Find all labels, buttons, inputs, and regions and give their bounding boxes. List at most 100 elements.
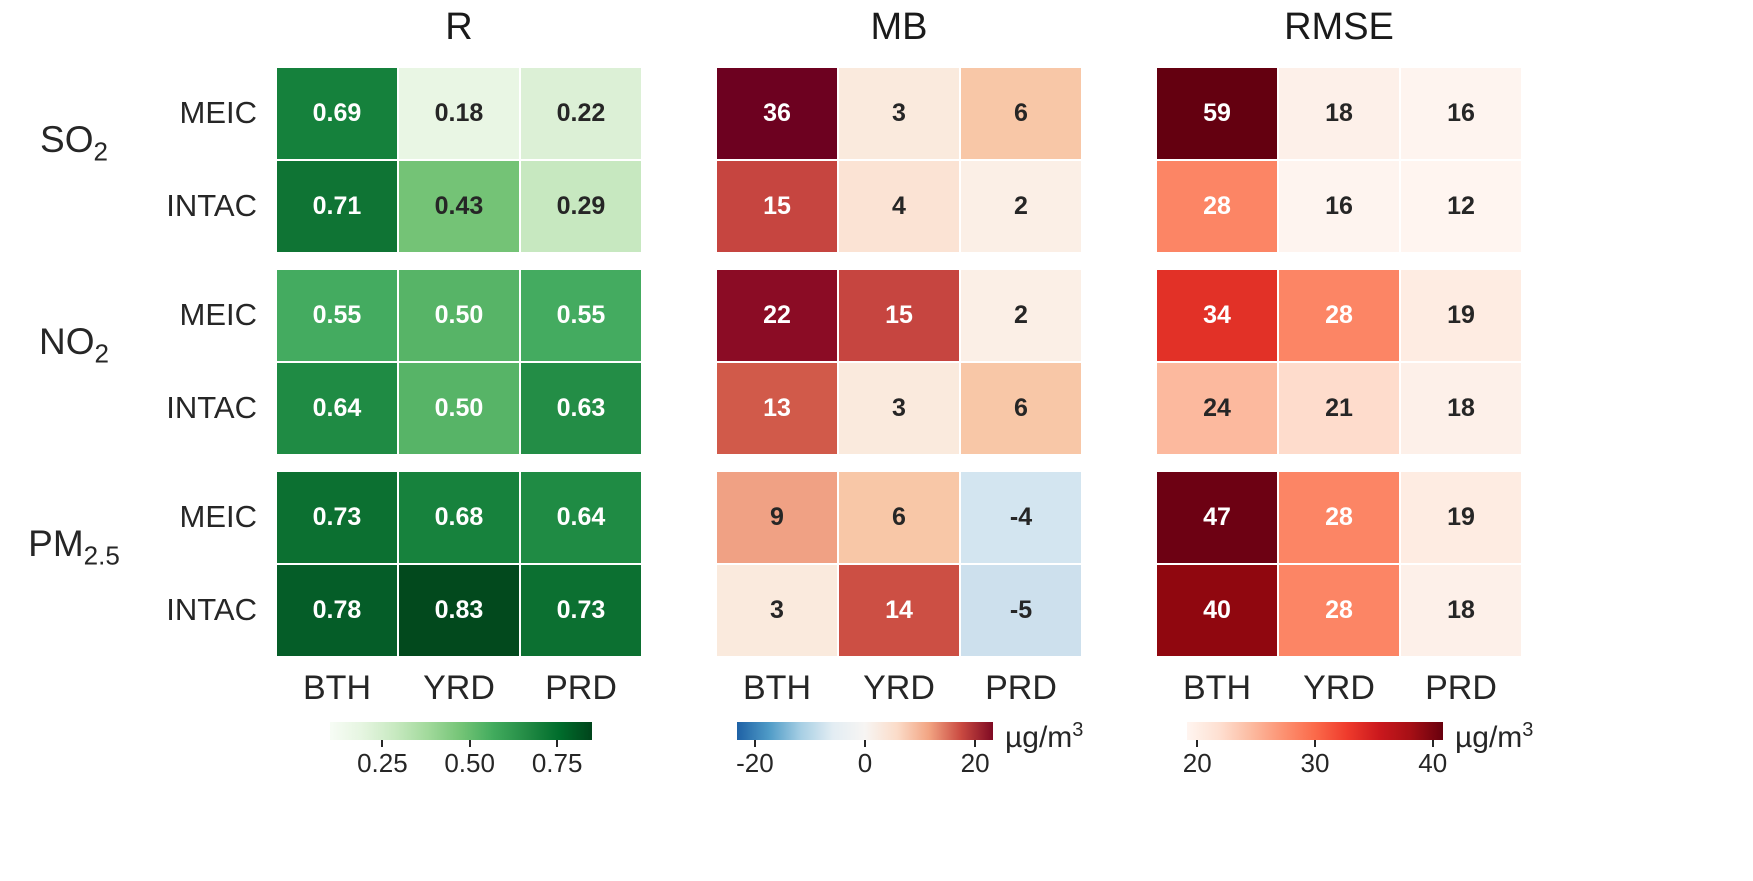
colorbar-tick-mark xyxy=(974,740,977,747)
heatmap-cell-r-no2-intac-prd: 0.63 xyxy=(521,363,641,454)
colorbar-r xyxy=(330,722,592,740)
colorbar-tick-mark xyxy=(1431,740,1434,747)
heatmap-cell-r-pm2.5-meic-prd: 0.64 xyxy=(521,472,641,563)
colorbar-tick-mark xyxy=(864,740,866,747)
panel-title-r: R xyxy=(445,6,473,48)
colorbar-tick-mark xyxy=(468,740,471,747)
row-label-intac-1: INTAC xyxy=(166,390,257,425)
colorbar-tick-label: 20 xyxy=(1182,748,1212,778)
colorbar-tick-label: 0.75 xyxy=(531,748,583,778)
unit-base: µg/m xyxy=(1005,721,1073,754)
heatmap-cell-mb-pm2.5-meic-prd: -4 xyxy=(961,472,1081,563)
colorbar-tick-mark xyxy=(1196,740,1199,747)
heatmap-cell-rmse-so2-intac-bth: 28 xyxy=(1157,161,1277,252)
heatmap-cell-mb-so2-intac-yrd: 4 xyxy=(839,161,959,252)
colorbar-tick-label: 0 xyxy=(857,748,873,778)
heatmap-cell-r-pm2.5-intac-prd: 0.73 xyxy=(521,565,641,656)
row-label-meic-2: MEIC xyxy=(179,499,258,534)
heatmap-cell-rmse-pm2.5-meic-prd: 19 xyxy=(1401,472,1521,563)
heatmap-cell-r-so2-intac-bth: 0.71 xyxy=(277,161,397,252)
pollutant-subscript: 2 xyxy=(93,136,108,167)
heatmap-cell-mb-no2-meic-prd: 2 xyxy=(961,270,1081,361)
row-label-intac-0: INTAC xyxy=(166,188,257,223)
pollutant-subscript: 2.5 xyxy=(83,540,120,571)
heatmap-cell-mb-pm2.5-meic-yrd: 6 xyxy=(839,472,959,563)
heatmap-cell-r-so2-intac-yrd: 0.43 xyxy=(399,161,519,252)
col-label-prd: PRD xyxy=(985,669,1057,707)
row-label-intac-2: INTAC xyxy=(166,592,257,627)
heatmap-cell-rmse-so2-meic-prd: 16 xyxy=(1401,68,1521,159)
col-label-bth: BTH xyxy=(1183,669,1251,707)
heatmap-cell-r-so2-meic-yrd: 0.18 xyxy=(399,68,519,159)
pollutant-base: PM xyxy=(28,523,84,564)
heatmap-cell-mb-pm2.5-intac-bth: 3 xyxy=(717,565,837,656)
panel-title-rmse: RMSE xyxy=(1284,6,1394,48)
heatmap-cell-r-so2-meic-prd: 0.22 xyxy=(521,68,641,159)
colorbar-tick-mark xyxy=(381,740,384,747)
colorbar-tick-mark xyxy=(556,740,559,747)
heatmap-cell-rmse-pm2.5-meic-yrd: 28 xyxy=(1279,472,1399,563)
col-label-yrd: YRD xyxy=(863,669,935,707)
heatmap-cell-mb-pm2.5-meic-bth: 9 xyxy=(717,472,837,563)
heatmap-cell-rmse-pm2.5-meic-bth: 47 xyxy=(1157,472,1277,563)
heatmap-cell-mb-no2-intac-yrd: 3 xyxy=(839,363,959,454)
colorbar-unit-rmse: µg/m3 xyxy=(1455,710,1534,754)
heatmap-cell-mb-so2-intac-bth: 15 xyxy=(717,161,837,252)
colorbar-tick-label: 30 xyxy=(1300,748,1330,778)
heatmap-cell-mb-no2-meic-yrd: 15 xyxy=(839,270,959,361)
heatmap-cell-r-no2-meic-prd: 0.55 xyxy=(521,270,641,361)
row-group-label-SO2: SO2 xyxy=(0,112,148,168)
heatmap-cell-rmse-so2-intac-prd: 12 xyxy=(1401,161,1521,252)
panel-title-mb: MB xyxy=(870,6,928,48)
pollutant-base: NO xyxy=(39,321,95,362)
heatmap-cell-mb-pm2.5-intac-prd: -5 xyxy=(961,565,1081,656)
heatmap-cell-r-no2-meic-yrd: 0.50 xyxy=(399,270,519,361)
colorbar-tick-mark xyxy=(753,740,756,747)
col-label-prd: PRD xyxy=(545,669,617,707)
heatmap-cell-r-so2-intac-prd: 0.29 xyxy=(521,161,641,252)
heatmap-cell-rmse-pm2.5-intac-bth: 40 xyxy=(1157,565,1277,656)
unit-base: µg/m xyxy=(1455,721,1523,754)
colorbar-tick-label: 0.25 xyxy=(357,748,408,778)
col-label-yrd: YRD xyxy=(423,669,495,707)
col-label-prd: PRD xyxy=(1425,669,1497,707)
heatmap-cell-mb-so2-meic-yrd: 3 xyxy=(839,68,959,159)
heatmap-cell-mb-so2-meic-prd: 6 xyxy=(961,68,1081,159)
colorbar-tick-label: 0.50 xyxy=(444,748,495,778)
heatmap-cell-rmse-pm2.5-intac-yrd: 28 xyxy=(1279,565,1399,656)
heatmap-cell-rmse-so2-meic-bth: 59 xyxy=(1157,68,1277,159)
heatmap-cell-rmse-so2-meic-yrd: 18 xyxy=(1279,68,1399,159)
heatmap-cell-r-pm2.5-meic-bth: 0.73 xyxy=(277,472,397,563)
colorbar-tick-label: -20 xyxy=(736,748,774,778)
heatmap-cell-rmse-no2-meic-prd: 19 xyxy=(1401,270,1521,361)
heatmap-cell-r-no2-intac-yrd: 0.50 xyxy=(399,363,519,454)
heatmap-cell-rmse-so2-intac-yrd: 16 xyxy=(1279,161,1399,252)
heatmap-cell-rmse-no2-intac-bth: 24 xyxy=(1157,363,1277,454)
heatmap-cell-rmse-no2-meic-bth: 34 xyxy=(1157,270,1277,361)
col-label-bth: BTH xyxy=(303,669,371,707)
heatmap-cell-rmse-pm2.5-intac-prd: 18 xyxy=(1401,565,1521,656)
unit-superscript: 3 xyxy=(1522,719,1534,741)
colorbar-tick-mark xyxy=(1314,740,1316,747)
heatmap-cell-r-pm2.5-intac-bth: 0.78 xyxy=(277,565,397,656)
colorbar-unit-mb: µg/m3 xyxy=(1005,710,1083,754)
heatmap-cell-r-no2-meic-bth: 0.55 xyxy=(277,270,397,361)
heatmap-cell-mb-no2-meic-bth: 22 xyxy=(717,270,837,361)
row-label-meic-1: MEIC xyxy=(179,297,258,332)
colorbar-tick-label: 40 xyxy=(1418,748,1448,778)
colorbar-mb xyxy=(737,722,993,740)
col-label-bth: BTH xyxy=(743,669,811,707)
heatmap-cell-mb-no2-intac-prd: 6 xyxy=(961,363,1081,454)
pollutant-subscript: 2 xyxy=(94,338,109,369)
colorbar-rmse xyxy=(1187,722,1443,740)
heatmap-cell-mb-no2-intac-bth: 13 xyxy=(717,363,837,454)
heatmap-cell-r-so2-meic-bth: 0.69 xyxy=(277,68,397,159)
colorbar-tick-label: 20 xyxy=(960,748,990,778)
heatmap-cell-r-no2-intac-bth: 0.64 xyxy=(277,363,397,454)
heatmap-cell-mb-so2-intac-prd: 2 xyxy=(961,161,1081,252)
heatmap-cell-r-pm2.5-meic-yrd: 0.68 xyxy=(399,472,519,563)
heatmap-cell-rmse-no2-meic-yrd: 28 xyxy=(1279,270,1399,361)
col-label-yrd: YRD xyxy=(1303,669,1375,707)
heatmap-cell-mb-pm2.5-intac-yrd: 14 xyxy=(839,565,959,656)
